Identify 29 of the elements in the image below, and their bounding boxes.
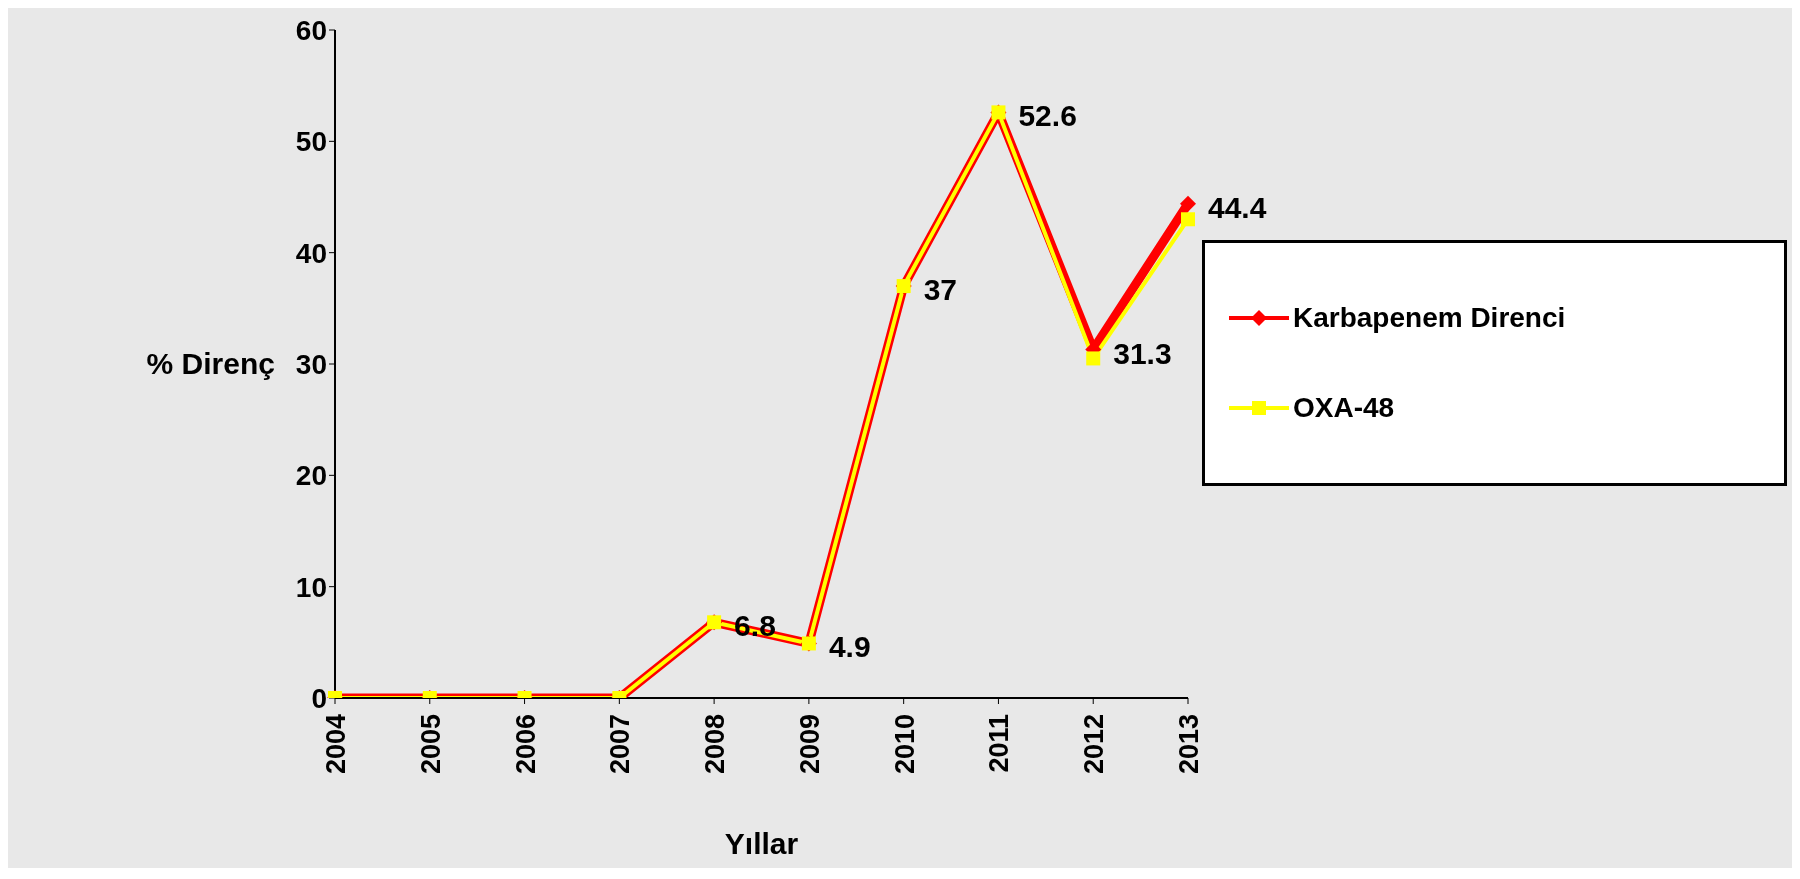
data-label: 52.6 xyxy=(1018,99,1077,133)
x-tick-label: 2013 xyxy=(1174,714,1204,775)
x-tick-label: 2009 xyxy=(794,714,825,775)
point xyxy=(1086,351,1101,366)
legend-label: Karbapenem Direnci xyxy=(1293,302,1566,334)
x-tick-label: 2005 xyxy=(415,714,446,775)
legend-label: OXA-48 xyxy=(1293,392,1395,424)
point xyxy=(1180,195,1196,212)
x-tick-label: 2004 xyxy=(321,714,351,775)
y-tick-label: 60 xyxy=(295,14,327,46)
y-tick-label: 20 xyxy=(295,460,327,492)
data-label: 4.9 xyxy=(828,630,871,664)
y-axis-title: % Direnç xyxy=(146,347,275,380)
x-tick-label: 2008 xyxy=(700,714,731,775)
y-tick-label: 40 xyxy=(295,237,327,269)
x-tick-label: 2011 xyxy=(984,714,1015,773)
x-axis-title: Yıllar xyxy=(724,827,799,860)
y-tick-label: 30 xyxy=(295,348,327,380)
data-label: 37 xyxy=(923,273,958,307)
point xyxy=(1181,212,1195,227)
x-tick-label: 2010 xyxy=(889,714,920,775)
x-tick-label: 2006 xyxy=(510,714,541,775)
y-tick-label: 10 xyxy=(295,571,327,603)
data-label: 31.3 xyxy=(1113,336,1172,370)
y-tick-label: 50 xyxy=(295,126,327,158)
x-tick-label: 2007 xyxy=(605,714,636,775)
x-tick-label: 2012 xyxy=(1079,714,1110,775)
data-label: 44.4 xyxy=(1208,190,1267,224)
y-tick-label: 0 xyxy=(311,682,327,714)
